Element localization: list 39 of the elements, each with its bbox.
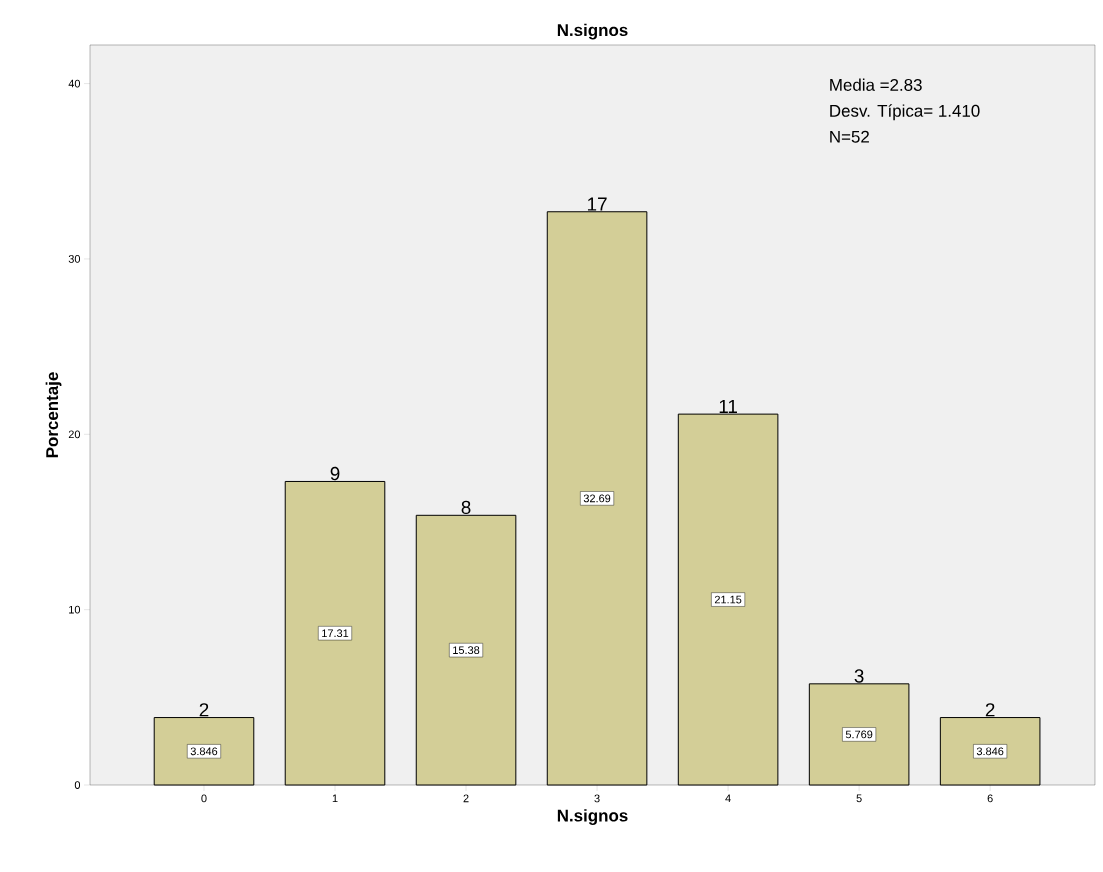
x-tick-label: 5 [856,794,862,803]
bar [546,211,648,786]
chart-title: N.signos [557,23,628,40]
x-tick-label: 2 [463,794,469,803]
bar [677,413,779,786]
annotation: 2 [985,703,995,717]
bar [808,683,910,786]
y-tick-label: 20 [68,430,81,439]
y-tick-label: 30 [68,255,81,263]
x-tick-label: 6 [987,794,993,803]
y-tick-label: 0 [74,781,81,789]
x-axis-title: N.signos [557,809,628,825]
annotation: 3 [854,669,864,683]
data-label: 3.846 [976,747,1004,756]
data-label: 5.769 [845,730,873,739]
annotation: N=52 [830,130,869,143]
data-label: 32.69 [583,494,611,503]
data-label: 17.31 [322,629,349,638]
annotation: Media =2.83 [830,78,922,91]
data-label: 21.15 [714,595,742,604]
bar [939,717,1041,786]
data-label: 3.846 [190,747,218,756]
y-axis-title: Porcentaje [45,372,62,458]
y-tick-label: 10 [69,605,81,614]
annotation: 11 [719,399,737,413]
annotation: 9 [330,466,340,481]
annotation: 17 [587,197,607,211]
x-tick-label: 0 [201,794,207,803]
x-tick-label: 1 [332,794,338,803]
data-label: 15.38 [453,646,480,655]
bar [284,480,386,786]
annotation: Desv. Típica= 1.410 [830,104,980,121]
x-tick-label: 3 [594,794,600,803]
bar [415,514,517,786]
x-tick-label: 4 [725,794,731,803]
y-tick-label: 40 [68,79,81,88]
bar [153,717,255,786]
annotation: 8 [461,500,471,515]
annotation: 2 [199,703,209,717]
